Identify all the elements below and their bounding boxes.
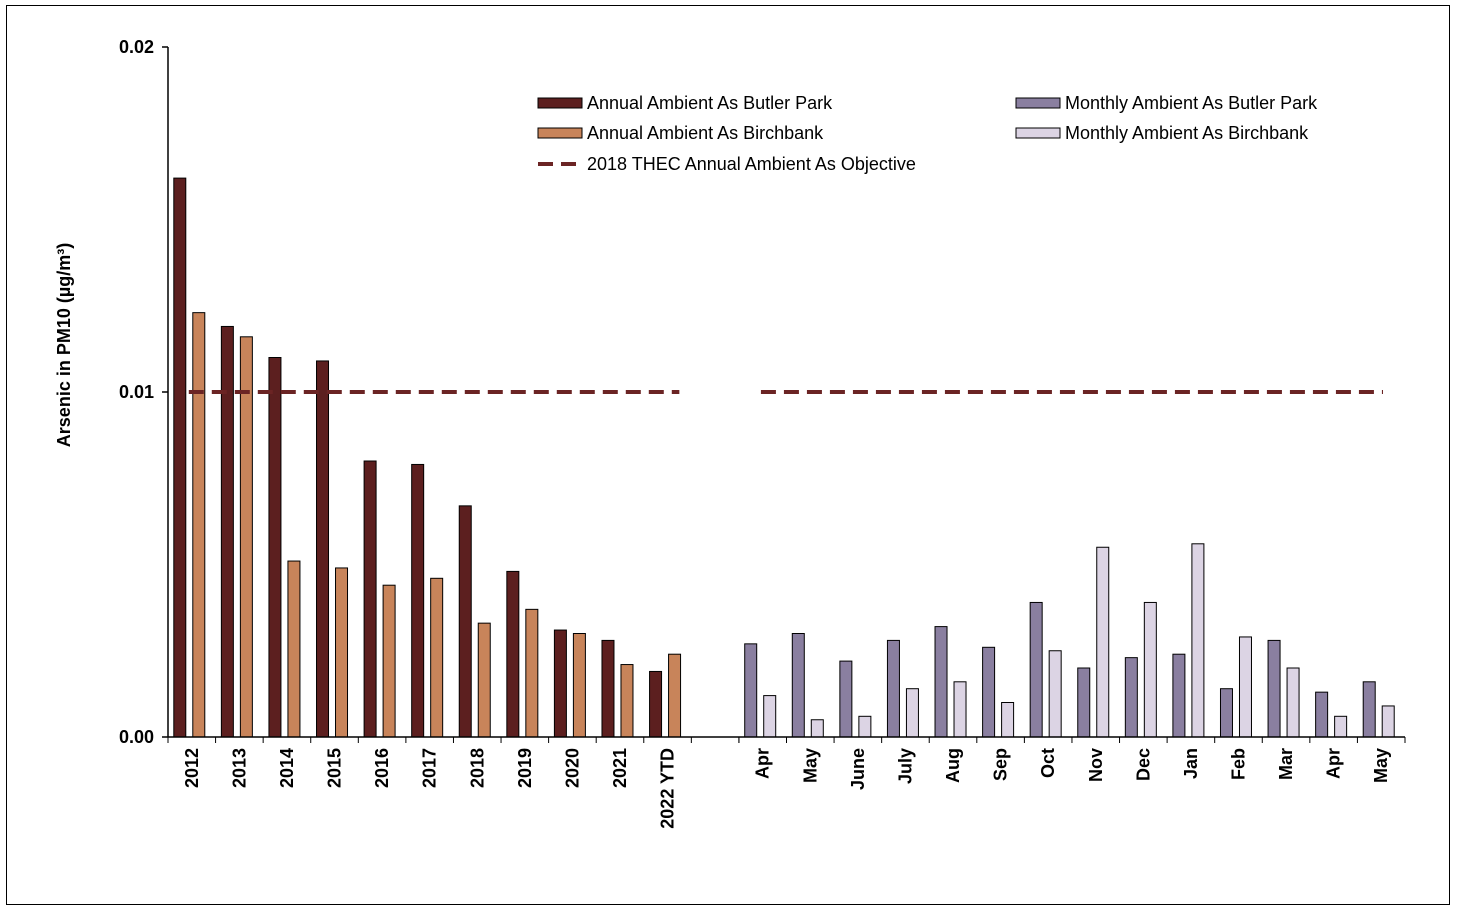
legend: Annual Ambient As Butler Park Annual Ambi…	[537, 93, 1318, 174]
monthly-bar-butler-park	[1362, 681, 1376, 738]
monthly-bar-birchbank	[1286, 667, 1300, 738]
monthly-bar-birchbank	[953, 681, 967, 738]
monthly-bar-butler-park	[886, 639, 900, 738]
annual-bar-butler-park	[649, 670, 663, 738]
annual-bar-butler-park	[220, 325, 234, 738]
y-axis-label: Arsenic in PM10 (µg/m³)	[54, 243, 74, 447]
monthly-bar-birchbank	[810, 719, 824, 738]
monthly-bar-butler-park	[744, 643, 758, 738]
x-tick-label: 2012	[182, 748, 202, 788]
x-tick-label: Apr	[1324, 748, 1344, 779]
monthly-bar-butler-park	[839, 660, 853, 738]
legend-label: Monthly Ambient As Butler Park	[1065, 93, 1318, 113]
monthly-bar-butler-park	[1315, 691, 1329, 738]
x-tick-label: July	[895, 748, 915, 784]
y-tick-label: 0.01	[119, 382, 154, 402]
annual-bar-birchbank	[430, 577, 444, 738]
annual-bar-birchbank	[382, 584, 396, 738]
annual-bar-butler-park	[553, 629, 567, 738]
annual-bar-birchbank	[335, 567, 349, 738]
x-tick-label: 2016	[372, 748, 392, 788]
y-tick-label: 0.02	[119, 37, 154, 57]
x-tick-label: Feb	[1228, 748, 1248, 780]
monthly-bar-butler-park	[1124, 657, 1138, 738]
annual-bar-birchbank	[620, 664, 634, 738]
x-tick-label: 2013	[229, 748, 249, 788]
x-tick-label: 2014	[277, 748, 297, 788]
monthly-bar-birchbank	[1001, 702, 1015, 738]
x-tick-label: 2017	[420, 748, 440, 788]
annual-bar-birchbank	[572, 633, 586, 738]
monthly-bar-birchbank	[905, 688, 919, 738]
annual-bar-birchbank	[525, 608, 539, 738]
legend-label: Annual Ambient As Birchbank	[587, 123, 824, 143]
x-tick-label: 2020	[562, 748, 582, 788]
monthly-bar-birchbank	[1096, 546, 1110, 738]
legend-swatch	[537, 97, 583, 109]
annual-bar-birchbank	[668, 653, 682, 738]
annual-bar-birchbank	[192, 312, 206, 738]
legend-swatch	[1015, 97, 1061, 109]
monthly-bar-butler-park	[934, 626, 948, 738]
annual-bar-butler-park	[601, 639, 615, 738]
bars-layer	[173, 177, 1395, 738]
monthly-bar-birchbank	[1048, 650, 1062, 738]
monthly-bar-birchbank	[763, 695, 777, 738]
monthly-bar-birchbank	[858, 715, 872, 738]
monthly-bar-birchbank	[1191, 543, 1205, 738]
x-tick-label: 2022 YTD	[658, 748, 678, 829]
annual-bar-birchbank	[477, 622, 491, 738]
x-tick-label: 2021	[610, 748, 630, 788]
x-tick-label: 2015	[325, 748, 345, 788]
monthly-bar-birchbank	[1143, 601, 1157, 738]
x-tick-label: Aug	[943, 748, 963, 783]
x-tick-label: 2019	[515, 748, 535, 788]
annual-bar-butler-park	[268, 357, 282, 738]
monthly-bar-butler-park	[791, 633, 805, 738]
legend-label: Monthly Ambient As Birchbank	[1065, 123, 1309, 143]
monthly-bar-butler-park	[982, 646, 996, 738]
x-tick-label: Apr	[753, 748, 773, 779]
annual-bar-butler-park	[506, 570, 520, 738]
x-tick-label: June	[848, 748, 868, 790]
x-tick-label: Nov	[1086, 748, 1106, 782]
x-tick-label: May	[1371, 748, 1391, 783]
x-tick-label: Sep	[991, 748, 1011, 781]
axes: 2012 2013 2014 2015 2016 2017 2018 2019 2020 2021…	[119, 37, 1406, 829]
monthly-bar-butler-park	[1219, 688, 1233, 738]
x-tick-label: Mar	[1276, 748, 1296, 780]
y-tick-label: 0.00	[119, 727, 154, 747]
legend-label: 2018 THEC Annual Ambient As Objective	[587, 154, 916, 174]
monthly-bar-birchbank	[1381, 705, 1395, 738]
monthly-bar-butler-park	[1267, 639, 1281, 738]
legend-swatch	[1015, 127, 1061, 139]
annual-bar-birchbank	[287, 560, 301, 738]
annual-bar-butler-park	[458, 505, 472, 738]
legend-label: Annual Ambient As Butler Park	[587, 93, 833, 113]
legend-swatch	[537, 127, 583, 139]
arsenic-chart: 2012 2013 2014 2015 2016 2017 2018 2019 2020 2021…	[54, 37, 1406, 829]
monthly-bar-butler-park	[1077, 667, 1091, 738]
annual-bar-butler-park	[363, 460, 377, 738]
annual-bar-butler-park	[173, 177, 187, 738]
x-tick-label: May	[800, 748, 820, 783]
monthly-bar-birchbank	[1238, 636, 1252, 738]
x-tick-label: Oct	[1038, 748, 1058, 778]
annual-bar-butler-park	[411, 463, 425, 738]
monthly-bar-butler-park	[1029, 601, 1043, 738]
monthly-bar-birchbank	[1334, 715, 1348, 738]
annual-bar-butler-park	[316, 360, 330, 738]
x-tick-label: 2018	[467, 748, 487, 788]
x-tick-label: Dec	[1133, 748, 1153, 781]
x-tick-label: Jan	[1181, 748, 1201, 779]
annual-bar-birchbank	[239, 336, 253, 738]
monthly-bar-butler-park	[1172, 653, 1186, 738]
